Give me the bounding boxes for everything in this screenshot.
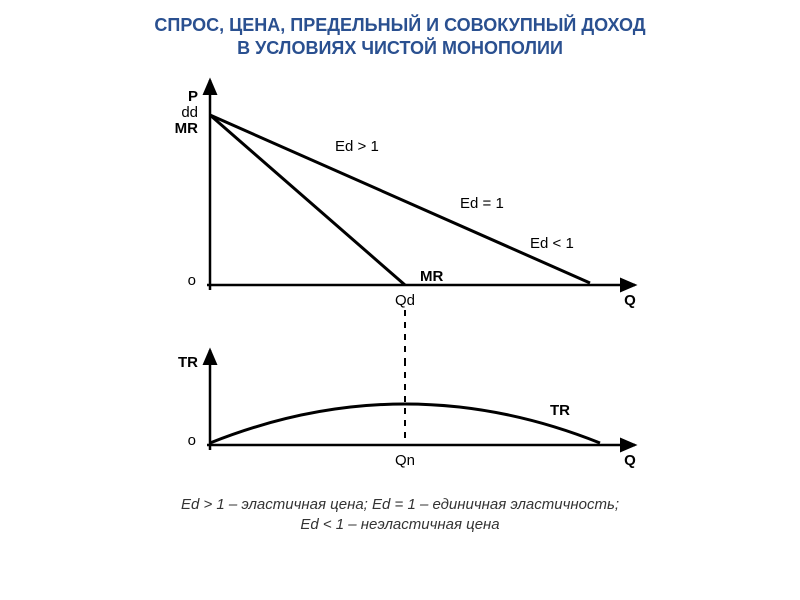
caption-line-2: Ed < 1 – неэластичная цена [300, 516, 499, 533]
slide-title: СПРОС, ЦЕНА, ПРЕДЕЛЬНЫЙ И СОВОКУПНЫЙ ДОХ… [0, 0, 800, 59]
ed-eq-label: Ed = 1 [460, 195, 504, 212]
upper-y-label-mr: MR [175, 120, 198, 137]
qd-label: Qd [395, 292, 415, 309]
diagram-container: P dd MR o Q Ed > 1 Ed = 1 Ed < 1 MR Qd [0, 65, 800, 485]
upper-chart: P dd MR o Q Ed > 1 Ed = 1 Ed < 1 MR Qd [175, 80, 636, 309]
ed-lt-label: Ed < 1 [530, 235, 574, 252]
lower-chart: TR o Q TR Qn [178, 350, 636, 469]
title-line-2: В УСЛОВИЯХ ЧИСТОЙ МОНОПОЛИИ [237, 38, 563, 58]
ed-gt-label: Ed > 1 [335, 138, 379, 155]
lower-y-label-tr: TR [178, 354, 198, 371]
qn-label: Qn [395, 452, 415, 469]
lower-q-label: Q [624, 452, 636, 469]
upper-origin-label: o [188, 272, 196, 289]
title-line-1: СПРОС, ЦЕНА, ПРЕДЕЛЬНЫЙ И СОВОКУПНЫЙ ДОХ… [154, 15, 645, 35]
demand-curve [210, 115, 590, 283]
upper-q-label: Q [624, 292, 636, 309]
caption: Ed > 1 – эластичная цена; Ed = 1 – едини… [0, 495, 800, 536]
lower-origin-label: o [188, 432, 196, 449]
economics-diagram: P dd MR o Q Ed > 1 Ed = 1 Ed < 1 MR Qd [140, 65, 660, 485]
tr-label: TR [550, 402, 570, 419]
upper-y-label-dd: dd [181, 104, 198, 121]
upper-y-label-p: P [188, 88, 198, 105]
mr-end-label: MR [420, 268, 443, 285]
caption-line-1: Ed > 1 – эластичная цена; Ed = 1 – едини… [181, 496, 619, 513]
